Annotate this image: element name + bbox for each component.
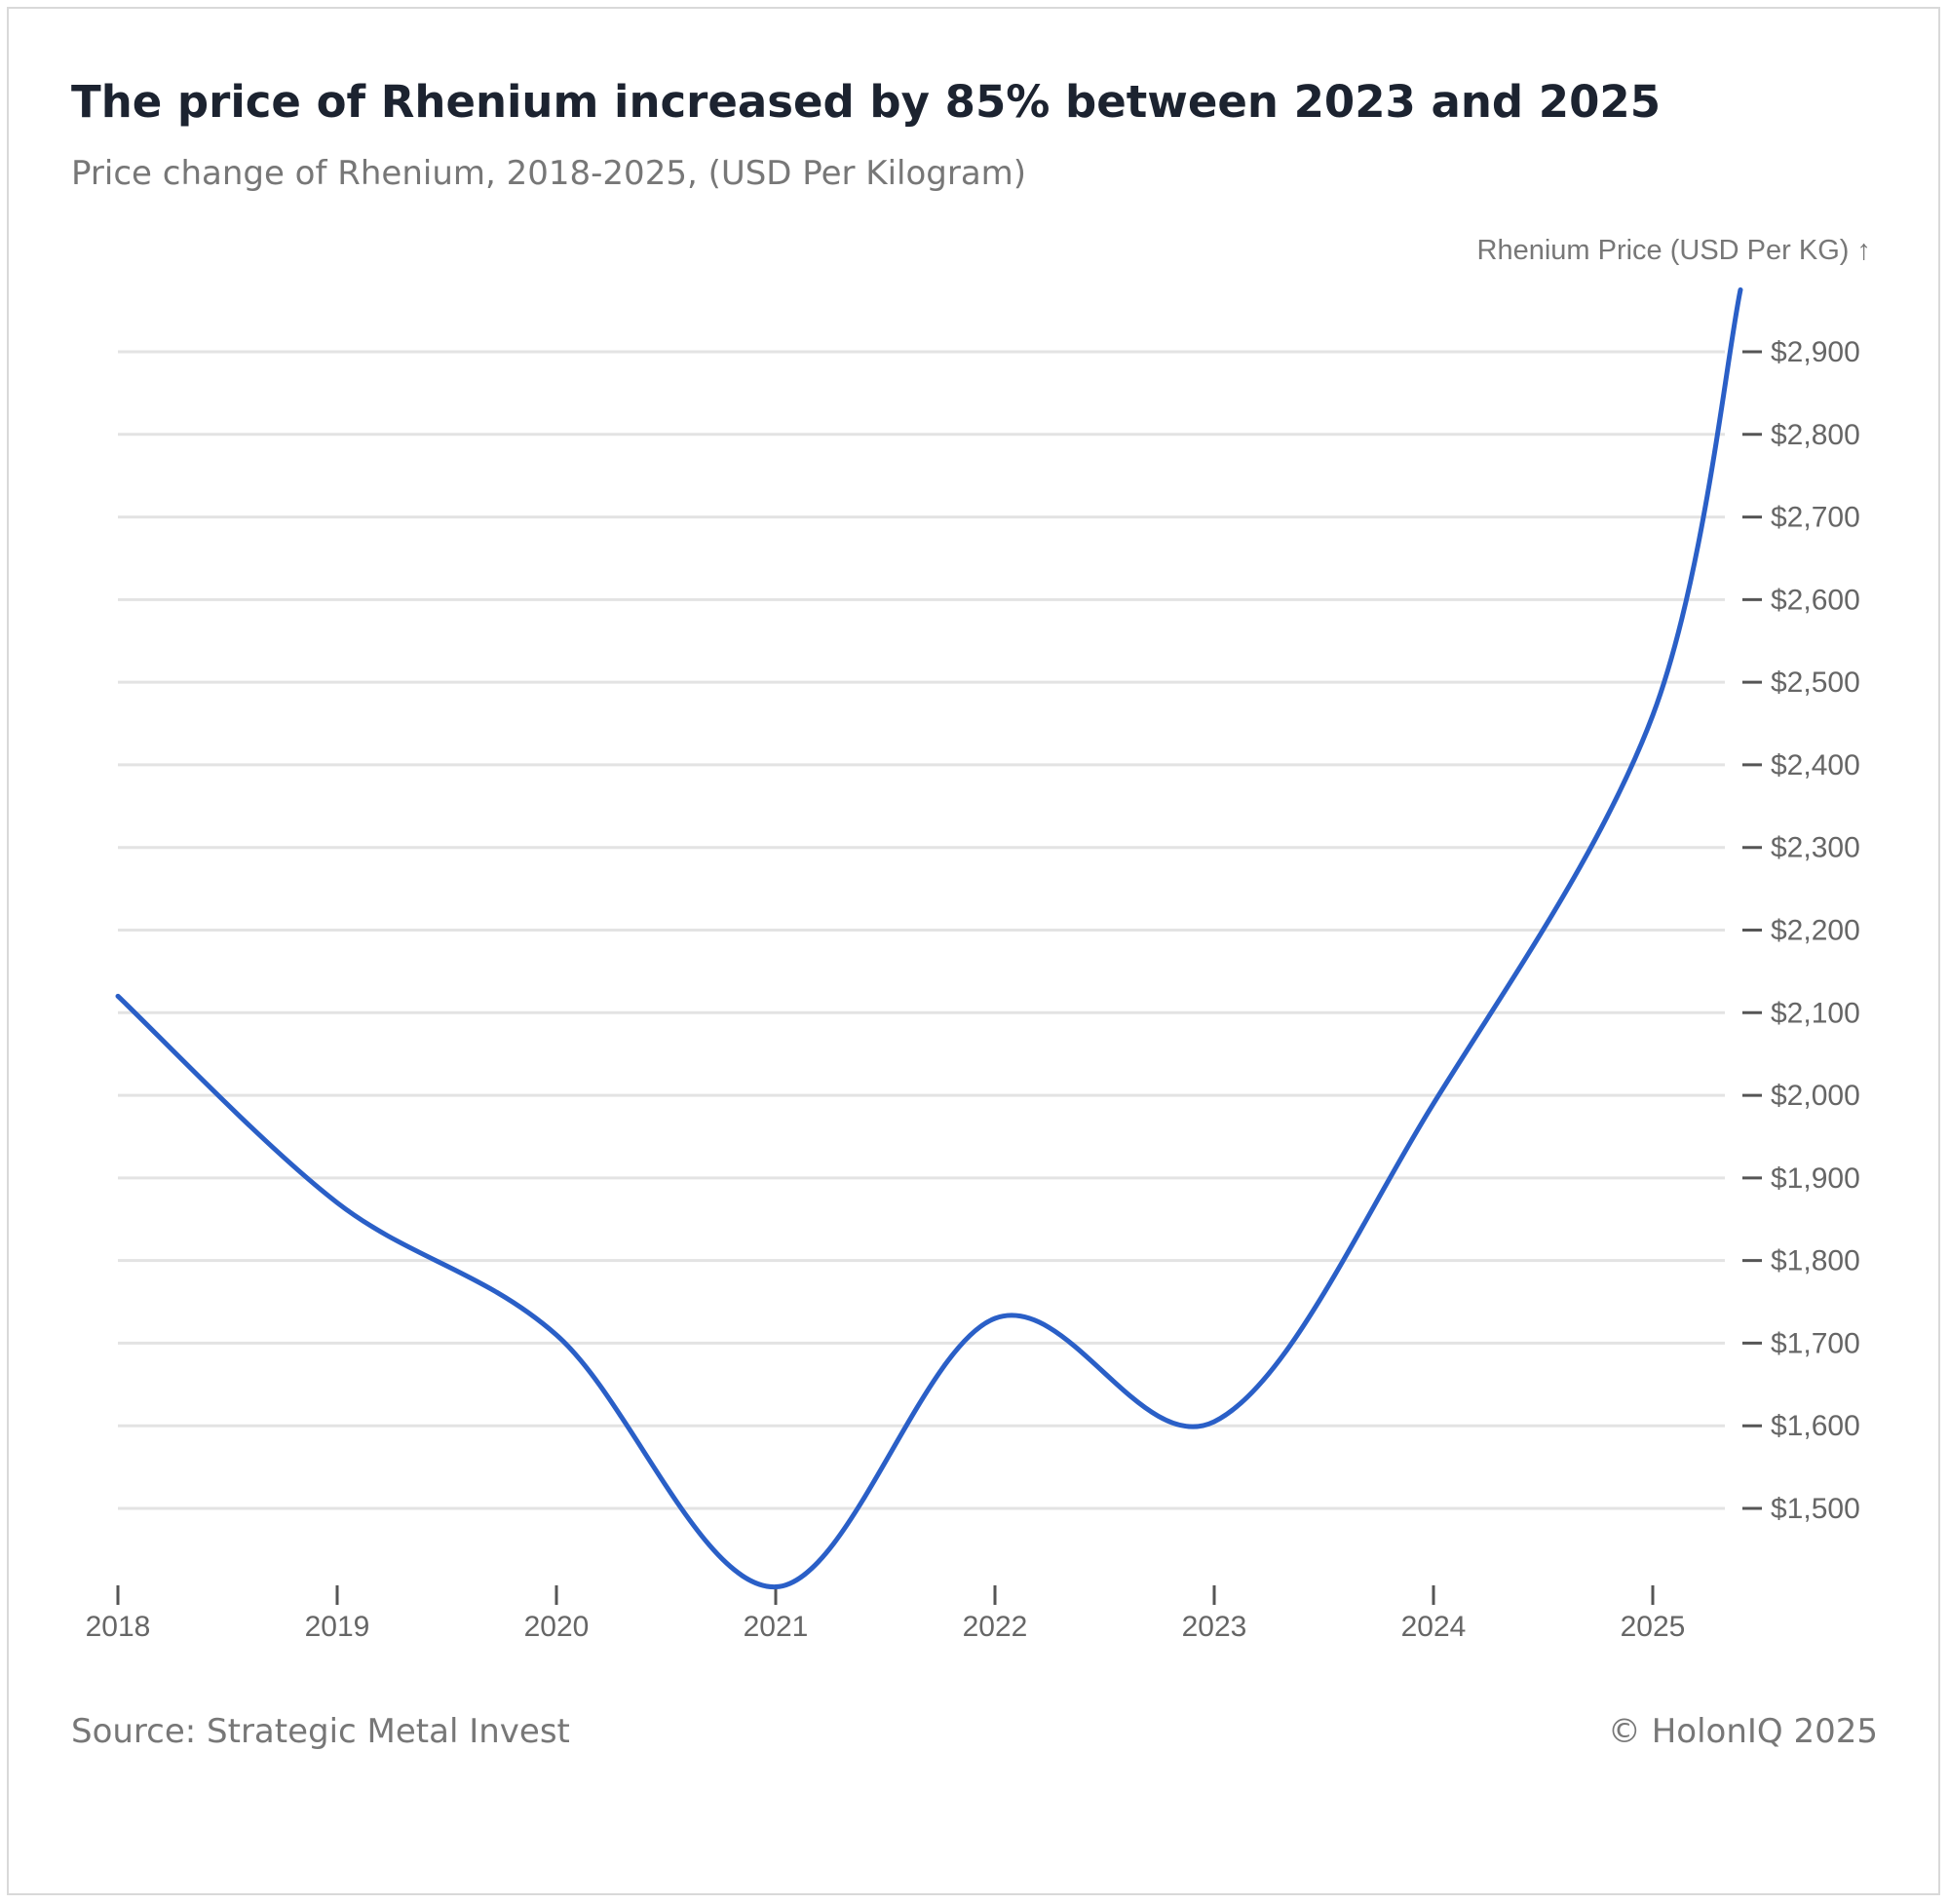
y-tick-label: $2,100 [1771,997,1860,1029]
y-tick-label: $2,200 [1771,915,1860,947]
y-tick-label: $1,500 [1771,1493,1860,1525]
y-tick-label: $2,800 [1771,419,1860,451]
y-tick-label: $2,900 [1771,336,1860,368]
y-tick-label: $2,700 [1771,502,1860,534]
x-tick-label: 2018 [86,1611,151,1643]
x-tick-label: 2021 [744,1611,809,1643]
y-tick-label: $1,700 [1771,1327,1860,1359]
x-tick-label: 2024 [1401,1611,1467,1643]
x-tick-label: 2025 [1621,1611,1686,1643]
y-tick-label: $1,600 [1771,1410,1860,1442]
copyright-note: © HolonIQ 2025 [1607,1712,1878,1751]
x-tick-label: 2020 [524,1611,590,1643]
x-tick-label: 2019 [305,1611,370,1643]
y-tick-label: $1,900 [1771,1162,1860,1195]
series-group [115,286,1743,1590]
y-tick-label: $2,500 [1771,666,1860,699]
chart-title: The price of Rhenium increased by 85% be… [71,76,1662,128]
y-tick-label: $2,400 [1771,749,1860,781]
source-note: Source: Strategic Metal Invest [71,1712,570,1751]
y-tick-label: $2,300 [1771,832,1860,864]
y-axis: $1,500 $1,600 $1,700 $1,800 $1,900 $2,000 $2,1… [1742,336,1860,1525]
series-line [115,286,1743,1590]
x-tick-label: 2022 [963,1611,1028,1643]
gridlines [118,350,1725,1510]
y-axis-title: Rhenium Price (USD Per KG) ↑ [1477,235,1872,266]
x-tick-label: 2023 [1182,1611,1247,1643]
y-tick-label: $2,000 [1771,1080,1860,1112]
y-tick-label: $1,800 [1771,1245,1860,1277]
chart-subtitle: Price change of Rhenium, 2018-2025, (USD… [71,154,1027,193]
x-axis: 2018 2019 2020 2021 2022 2023 2024 2025 [86,1585,1686,1643]
y-tick-label: $2,600 [1771,584,1860,616]
chart-card [7,7,1940,1895]
